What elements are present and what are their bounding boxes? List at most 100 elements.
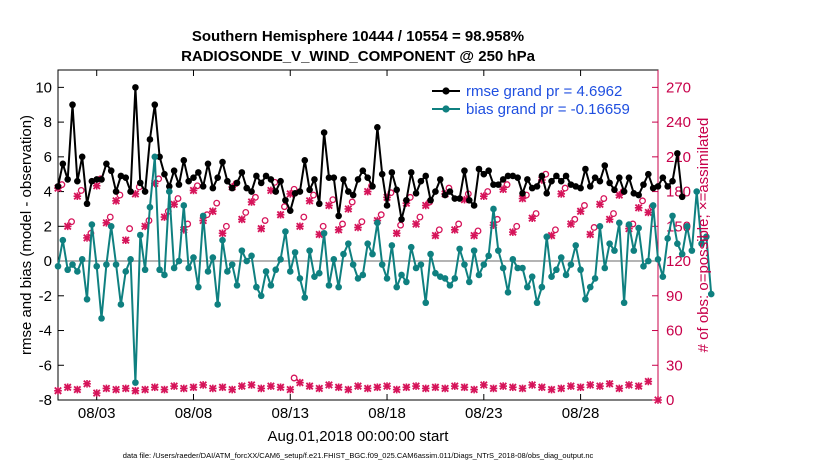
rmse-point [219,159,226,166]
bias-point [239,247,246,254]
y-axis-label: rmse and bias (model - observation) [18,115,35,355]
obs-assimilated-point [403,383,411,391]
bias-point [539,284,546,291]
bias-point [427,251,434,258]
bias-point [568,261,575,268]
rmse-point [60,160,67,167]
rmse-point [553,173,560,180]
bias-point [684,223,691,230]
bias-point [451,275,458,282]
obs-assimilated-point [615,385,623,393]
rmse-point [447,188,454,195]
obs-assimilated-point [364,385,372,393]
bias-point [529,273,536,280]
rmse-point [103,160,110,167]
obs-assimilated-point [248,381,256,389]
obs-assimilated-point [141,386,149,394]
rmse-point [393,187,400,194]
rmse-point [301,157,308,164]
obs-assimilated-point [480,192,488,200]
obs-assimilated-point [345,205,353,213]
bias-point [350,261,357,268]
bias-point [364,240,371,247]
bias-point [258,292,265,299]
chart-subtitle: RADIOSONDE_V_WIND_COMPONENT @ 250 hPa [181,48,536,65]
y2-tick-label: 60 [666,323,683,340]
y-tick-label: 4 [44,184,52,201]
bias-point [181,202,188,209]
obs-assimilated-point [548,386,556,394]
y-tick-label: -2 [39,288,52,305]
obs-assimilated-point [422,202,430,210]
rmse-point [539,173,546,180]
bias-point [384,275,391,282]
y-tick-label: 10 [35,79,52,96]
obs-assimilated-point [112,197,120,205]
obs-assimilated-point [209,207,217,215]
bias-point [621,299,628,306]
obs-assimilated-point [190,383,198,391]
bias-point [331,256,338,263]
obs-assimilated-point [422,385,430,393]
bias-point [345,240,352,247]
rmse-point [466,197,473,204]
bias-point [461,261,468,268]
x-tick-label: 08/03 [78,405,116,422]
y2-tick-label: 240 [666,114,691,131]
bias-point [127,256,134,263]
rmse-point [611,187,618,194]
rmse-point [195,169,202,176]
rmse-point [519,190,526,197]
bias-point [60,237,67,244]
rmse-point [616,174,623,181]
obs-assimilated-point [74,192,82,200]
bias-point [132,379,139,386]
bias-point [660,273,667,280]
bias-point [277,256,284,263]
obs-assimilated-point [325,202,333,210]
rmse-point [369,183,376,190]
rmse-point [360,167,367,174]
obs-assimilated-point [83,234,91,242]
rmse-point [679,193,686,200]
rmse-point [379,171,386,178]
bias-point [335,284,342,291]
bias-point [393,284,400,291]
obs-assimilated-point [93,389,101,397]
y2-axis-label: # of obs: o=possible; ×=assimilated [695,118,712,353]
bias-point [587,284,594,291]
rmse-point [384,202,391,209]
rmse-point [224,178,231,185]
rmse-point [587,183,594,190]
obs-assimilated-point [257,385,265,393]
obs-assimilated-point [509,228,517,236]
rmse-point [137,180,144,187]
rmse-point [524,176,531,183]
x-tick-label: 08/18 [368,405,406,422]
y-tick-label: -4 [39,323,52,340]
bias-point [655,256,662,263]
rmse-point [577,185,584,192]
obs-assimilated-point [441,385,449,393]
bias-point [379,261,386,268]
bias-point [442,275,449,282]
rmse-point [311,176,318,183]
bias-point [674,240,681,247]
bias-point [645,258,652,265]
bias-point [297,275,304,282]
rmse-point [582,166,589,173]
bias-point [147,204,154,211]
bias-point [185,265,192,272]
rmse-point [669,178,676,185]
rmse-point [422,173,429,180]
obs-assimilated-point [393,386,401,394]
obs-assimilated-point [528,214,536,222]
bias-point [195,284,202,291]
obs-assimilated-point [306,382,314,390]
bias-point [108,223,115,230]
rmse-point [664,183,671,190]
obs-assimilated-point [470,232,478,240]
bias-point [301,294,308,301]
y2-tick-label: 0 [666,392,674,409]
obs-assimilated-point [364,188,372,196]
